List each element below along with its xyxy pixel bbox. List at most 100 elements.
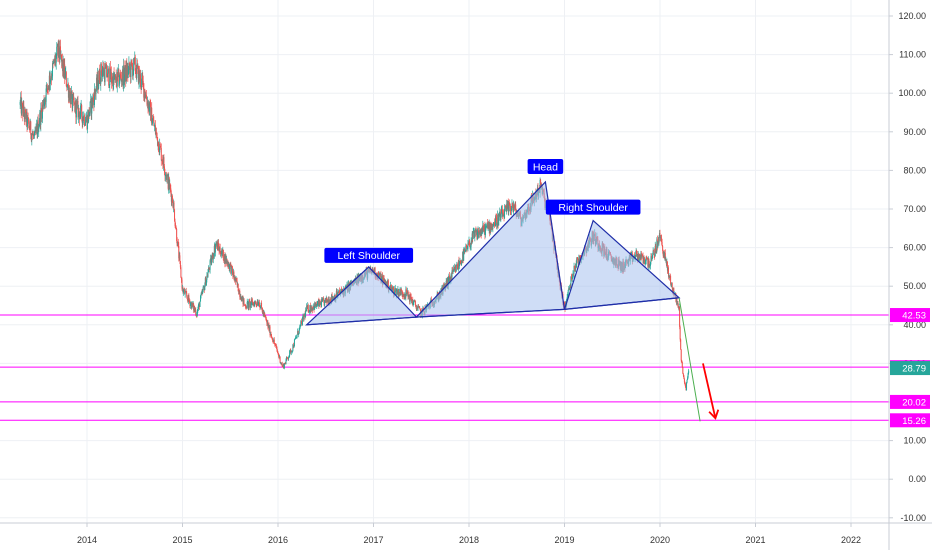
candle-body [244, 304, 246, 306]
candle-body [36, 125, 38, 135]
candle-body [171, 195, 173, 203]
candle-body [422, 307, 424, 310]
candle-body [505, 206, 507, 211]
candle-body [680, 349, 682, 361]
candle-body [193, 307, 195, 311]
candle-body [146, 99, 148, 105]
candle-body [102, 67, 104, 76]
candle-body [110, 72, 112, 79]
candle-body [101, 71, 103, 77]
candle-body [514, 206, 516, 208]
candle-body [72, 96, 74, 98]
candle-body [564, 302, 565, 308]
candle-body [135, 71, 137, 72]
candle-body [189, 303, 191, 306]
candle-body [222, 249, 224, 261]
candle-body [167, 174, 169, 176]
candle-body [200, 295, 202, 302]
candle-body [467, 243, 469, 249]
candle-body [500, 214, 502, 221]
candle-body [167, 174, 169, 189]
candle-body [284, 363, 286, 365]
candle-body [75, 103, 77, 118]
candle-body [74, 102, 76, 112]
candle-body [59, 46, 61, 60]
candle-body [308, 311, 310, 313]
candle-body [88, 109, 90, 122]
candle-body [415, 305, 417, 308]
candle-body [93, 89, 95, 106]
candle-body [132, 66, 134, 77]
candle-body [184, 291, 186, 295]
candle-body [452, 270, 454, 273]
candle-body [686, 382, 688, 391]
candle-body [512, 203, 514, 205]
candle-body [235, 277, 237, 282]
candle-body [413, 300, 415, 302]
candle-body [289, 350, 291, 356]
candle-body [130, 60, 132, 78]
candle-body [378, 274, 380, 278]
candle-body [447, 278, 449, 287]
candle-body [84, 124, 86, 126]
candle-body [22, 104, 24, 117]
candle-body [275, 345, 277, 347]
candle-body [303, 315, 305, 320]
candle-body [412, 299, 414, 305]
candle-body [257, 302, 259, 306]
candle-body [125, 65, 127, 82]
candle-body [93, 98, 95, 106]
candle-body [195, 309, 197, 316]
candle-body [508, 202, 510, 206]
candle-body [112, 76, 114, 89]
candle-body [686, 379, 688, 383]
candle-body [462, 252, 464, 261]
candle-body [29, 128, 31, 131]
candle-body [182, 288, 184, 293]
candle-body [672, 287, 674, 294]
candle-body [279, 356, 281, 358]
candle-body [259, 306, 261, 308]
candle-body [394, 288, 396, 290]
candle-body [119, 74, 121, 82]
candle-body [657, 241, 659, 244]
candle-body [406, 290, 408, 293]
candle-body [457, 267, 459, 270]
candle-body [233, 277, 235, 281]
candle-body [660, 237, 662, 239]
candle-body [70, 92, 72, 105]
candle-body [102, 67, 104, 72]
candle-body [20, 96, 22, 102]
candle-body [296, 337, 298, 339]
candle-body [198, 303, 200, 308]
candle-body [162, 157, 164, 166]
candle-body [182, 288, 183, 289]
candle-body [144, 96, 146, 98]
candle-body [403, 294, 405, 297]
candle-body [443, 284, 445, 288]
candle-body [140, 85, 142, 88]
candle-body [501, 209, 503, 217]
candle-body [246, 301, 248, 309]
candle-body [120, 78, 122, 82]
candle-body [445, 281, 447, 286]
candle-body [209, 269, 211, 270]
candle-body [101, 72, 103, 77]
candle-body [636, 250, 638, 257]
candle-body [304, 313, 306, 316]
candle-body [190, 302, 192, 304]
candle-body [154, 125, 156, 127]
candle-body [333, 296, 335, 299]
candle-body [292, 344, 294, 351]
candle-body [678, 307, 680, 309]
x-tick-label: 2014 [77, 535, 97, 545]
candle-body [454, 266, 456, 270]
candle-body [330, 299, 332, 302]
candle-body [154, 125, 156, 135]
y-tick-label: -10.00 [900, 513, 926, 523]
candle-body [205, 279, 207, 286]
candle-body [223, 260, 225, 262]
